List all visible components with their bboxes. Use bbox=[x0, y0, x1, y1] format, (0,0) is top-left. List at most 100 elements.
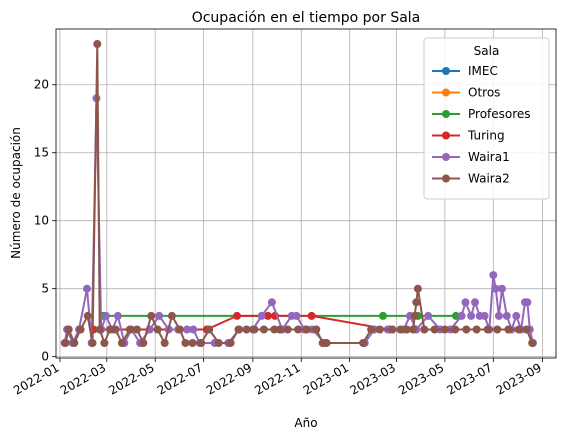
data-point bbox=[100, 339, 109, 347]
data-point bbox=[396, 325, 405, 334]
data-point bbox=[197, 339, 206, 347]
data-point bbox=[498, 284, 506, 293]
data-point bbox=[205, 325, 214, 334]
data-point bbox=[528, 339, 537, 347]
data-point bbox=[452, 311, 460, 320]
data-point bbox=[175, 325, 184, 334]
data-point bbox=[523, 298, 532, 307]
data-point bbox=[259, 325, 268, 334]
data-point bbox=[413, 284, 422, 293]
data-point bbox=[95, 325, 104, 334]
data-point bbox=[133, 325, 141, 334]
legend-item-otros: Otros bbox=[432, 86, 500, 100]
data-point bbox=[83, 311, 92, 320]
data-point bbox=[489, 271, 498, 280]
series-layer bbox=[60, 40, 537, 347]
data-point bbox=[189, 325, 198, 334]
data-point bbox=[70, 339, 79, 347]
data-point bbox=[181, 339, 190, 347]
data-point bbox=[440, 325, 449, 334]
data-point bbox=[379, 311, 387, 320]
legend-label: Turing bbox=[467, 129, 505, 143]
legend-label: Profesores bbox=[468, 107, 531, 121]
data-point bbox=[514, 325, 523, 334]
y-axis-label: Número de ocupación bbox=[9, 127, 23, 259]
data-point bbox=[160, 339, 169, 347]
data-point bbox=[183, 325, 191, 334]
data-point bbox=[472, 325, 481, 334]
data-point bbox=[451, 325, 460, 334]
data-point bbox=[292, 311, 301, 320]
data-point bbox=[522, 325, 531, 334]
data-point bbox=[106, 325, 114, 334]
data-point bbox=[294, 325, 303, 334]
legend-title: Sala bbox=[474, 44, 500, 58]
legend-label: Waira1 bbox=[468, 150, 510, 164]
data-point bbox=[153, 325, 162, 334]
data-point bbox=[410, 311, 419, 320]
legend-item-waira2: Waira2 bbox=[432, 172, 510, 186]
data-point bbox=[270, 325, 279, 334]
legend-marker bbox=[442, 131, 450, 140]
data-point bbox=[267, 298, 276, 307]
y-tick-label: 0 bbox=[41, 350, 49, 364]
legend-marker bbox=[442, 88, 450, 97]
y-tick-label: 20 bbox=[34, 78, 49, 92]
data-point bbox=[480, 311, 489, 320]
data-point bbox=[457, 311, 466, 320]
data-point bbox=[226, 339, 235, 347]
data-point bbox=[233, 311, 241, 320]
chart-title: Ocupación en el tiempo por Sala bbox=[192, 10, 421, 26]
data-point bbox=[420, 325, 429, 334]
data-point bbox=[375, 325, 384, 334]
data-point bbox=[76, 325, 85, 334]
data-point bbox=[502, 311, 511, 320]
data-point bbox=[467, 311, 476, 320]
data-point bbox=[322, 339, 331, 347]
data-point bbox=[242, 325, 251, 334]
data-point bbox=[64, 325, 73, 334]
legend-marker bbox=[442, 67, 450, 75]
data-point bbox=[491, 284, 500, 293]
data-point bbox=[257, 311, 266, 320]
data-point bbox=[188, 339, 197, 347]
data-point bbox=[462, 325, 471, 334]
y-tick-label: 5 bbox=[41, 282, 49, 296]
data-point bbox=[461, 298, 470, 307]
data-point bbox=[424, 311, 433, 320]
data-point bbox=[155, 311, 164, 320]
data-point bbox=[409, 325, 418, 334]
data-point bbox=[504, 325, 513, 334]
data-point bbox=[125, 325, 134, 334]
data-point bbox=[61, 339, 70, 347]
y-tick-label: 15 bbox=[34, 146, 49, 160]
legend-item-imec: IMEC bbox=[432, 64, 498, 78]
series-waira2 bbox=[61, 40, 537, 347]
legend: Sala IMEC Otros Profesores Turing Waira1 Waira… bbox=[423, 37, 550, 200]
data-point bbox=[359, 339, 368, 347]
data-point bbox=[283, 325, 292, 334]
legend-label: Waira2 bbox=[468, 172, 510, 186]
data-point bbox=[388, 325, 397, 334]
data-point bbox=[214, 339, 223, 347]
data-point bbox=[471, 298, 479, 307]
plot-frame bbox=[55, 28, 557, 359]
data-point bbox=[494, 311, 503, 320]
data-point bbox=[275, 325, 284, 334]
data-point bbox=[167, 311, 176, 320]
data-point bbox=[250, 325, 259, 334]
data-point bbox=[302, 325, 311, 334]
data-point bbox=[88, 339, 97, 347]
data-point bbox=[483, 325, 492, 334]
legend-box bbox=[423, 37, 550, 200]
data-point bbox=[430, 325, 439, 334]
data-point bbox=[234, 325, 243, 334]
data-point bbox=[512, 311, 521, 320]
data-point bbox=[147, 311, 156, 320]
data-point bbox=[263, 311, 272, 320]
data-point bbox=[402, 325, 411, 334]
data-point bbox=[412, 298, 421, 307]
legend-marker bbox=[442, 153, 450, 161]
legend-label: IMEC bbox=[468, 64, 498, 78]
